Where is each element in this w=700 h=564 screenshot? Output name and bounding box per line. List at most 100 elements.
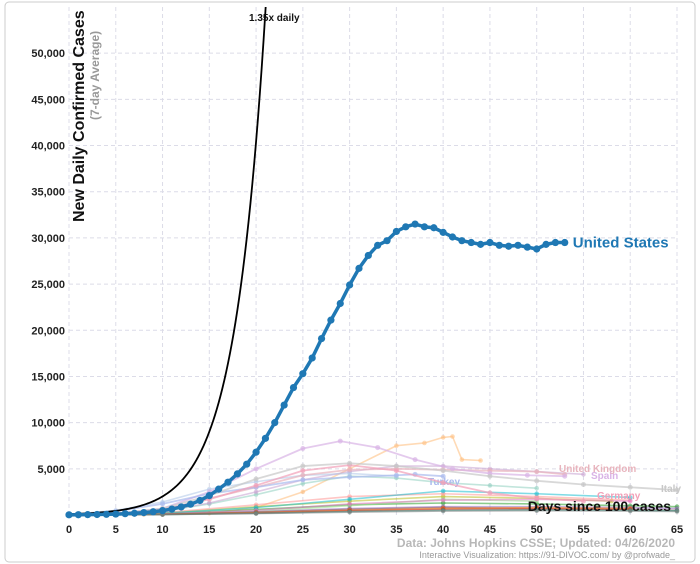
series-turkey-line xyxy=(68,473,445,516)
series-turkey-point xyxy=(393,472,399,478)
y-tick-label-20000: 20,000 xyxy=(31,325,65,337)
y-tick-label-10000: 10,000 xyxy=(31,418,65,430)
series-united-states-point xyxy=(252,448,260,456)
series-united-states-point xyxy=(65,511,73,519)
background-series-14-point xyxy=(440,508,446,514)
y-axis-subtitle: (7-day Average) xyxy=(88,31,102,120)
series-united-states-point xyxy=(317,334,326,343)
x-tick-label-55: 55 xyxy=(577,524,589,536)
series-united-states-point xyxy=(205,492,213,500)
series-italy-point xyxy=(487,473,493,479)
series-united-states-point xyxy=(523,243,531,251)
background-series-8-point xyxy=(347,501,352,507)
series-spain-point xyxy=(337,438,343,444)
background-series-0-point xyxy=(422,440,427,446)
y-axis-title: New Daily Confirmed Cases xyxy=(71,10,88,222)
series-turkey-point xyxy=(300,477,306,483)
series-united-states-point xyxy=(271,419,279,427)
series-italy-point xyxy=(674,487,680,493)
series-germany-point xyxy=(487,490,493,496)
series-united-states-point xyxy=(346,281,354,289)
gridlines xyxy=(68,7,678,515)
x-tick-label-20: 20 xyxy=(250,524,262,536)
series-united-states-point xyxy=(448,233,457,241)
y-tick-label-30000: 30,000 xyxy=(31,233,65,245)
x-tick-label-40: 40 xyxy=(437,524,449,536)
highlighted-series: United States xyxy=(65,220,669,519)
series-united-states-point xyxy=(430,224,438,232)
series-italy-point xyxy=(300,463,306,469)
series-spain-point xyxy=(300,445,306,451)
series-italy-point xyxy=(393,463,399,469)
series-italy-point xyxy=(580,482,586,488)
series-germany-point xyxy=(440,480,446,486)
background-series-15-point xyxy=(347,471,352,476)
series-united-states-point xyxy=(392,227,400,236)
background-series-14-line xyxy=(68,509,678,516)
series-spain-point xyxy=(524,472,530,478)
background-series-14-point xyxy=(627,508,633,514)
series-united-states-point xyxy=(243,460,251,468)
series-united-states-point xyxy=(177,503,185,511)
background-series-0-point xyxy=(478,458,483,463)
series-italy-point xyxy=(534,478,540,484)
series-united-states-point xyxy=(458,237,466,245)
background-series-0-point xyxy=(394,443,399,449)
x-tick-label-0: 0 xyxy=(66,524,72,536)
series-italy-point xyxy=(347,460,353,466)
series-germany-point xyxy=(300,468,306,474)
y-tick-label-45000: 45,000 xyxy=(31,94,65,106)
x-tick-label-30: 30 xyxy=(343,524,355,536)
series-united-states-point xyxy=(93,510,101,519)
series-united-states-point xyxy=(299,370,307,378)
y-tick-label-15000: 15,000 xyxy=(31,371,65,383)
chart-frame xyxy=(4,1,696,563)
series-united-states-point xyxy=(280,401,288,409)
series-united-states-point xyxy=(467,238,475,247)
series-united-states-point xyxy=(215,485,223,493)
series-germany-point xyxy=(580,498,586,504)
background-series-8-point xyxy=(440,497,446,503)
series-spain-point xyxy=(450,466,456,472)
series-label-spain: Spain xyxy=(591,471,618,482)
series-united-states-point xyxy=(336,299,344,308)
series-united-states-point xyxy=(140,508,148,517)
background-series-0-point xyxy=(459,457,465,462)
series-united-states-point xyxy=(149,508,157,516)
background-series-14-point xyxy=(347,509,352,515)
series-united-states-point xyxy=(112,510,120,518)
background-series-6-point xyxy=(627,495,633,500)
series-united-states-point xyxy=(514,241,522,249)
series-united-states-point xyxy=(411,220,419,228)
series-united-states-point xyxy=(402,223,410,231)
series-united-states-point xyxy=(374,241,382,249)
series-spain-point xyxy=(562,473,568,479)
series-turkey-point xyxy=(440,473,446,479)
x-tick-label-60: 60 xyxy=(624,524,636,536)
series-italy-point xyxy=(627,484,633,490)
series-label-united-kingdom: United Kingdom xyxy=(559,464,636,475)
background-series-1-point xyxy=(534,485,539,491)
series-label-united-states: United States xyxy=(573,235,669,252)
y-axis-subtitle-group: (7-day Average) xyxy=(88,31,102,120)
y-tick-label-5000: 5,000 xyxy=(37,464,65,476)
series-united-states-point xyxy=(364,251,372,260)
series-united-states-point xyxy=(233,470,241,478)
series-united-states-point xyxy=(420,223,429,231)
x-tick-label-10: 10 xyxy=(156,524,168,536)
x-tick-label-15: 15 xyxy=(203,524,215,536)
series-united-states-point xyxy=(224,478,232,486)
y-tick-label-50000: 50,000 xyxy=(31,48,65,60)
series-germany-point xyxy=(534,495,540,501)
series-united-states-point xyxy=(196,496,204,505)
series-united-states-point xyxy=(495,241,503,249)
y-tick-label-25000: 25,000 xyxy=(31,279,65,291)
reference-line-label: 1.35x daily xyxy=(249,13,300,24)
x-tick-label-5: 5 xyxy=(113,524,119,536)
series-united-states-point xyxy=(439,228,447,236)
series-italy-point xyxy=(440,468,446,474)
background-series-0-point xyxy=(450,434,455,439)
series-united-states-point xyxy=(168,505,176,513)
series-united-states-point xyxy=(551,238,560,247)
